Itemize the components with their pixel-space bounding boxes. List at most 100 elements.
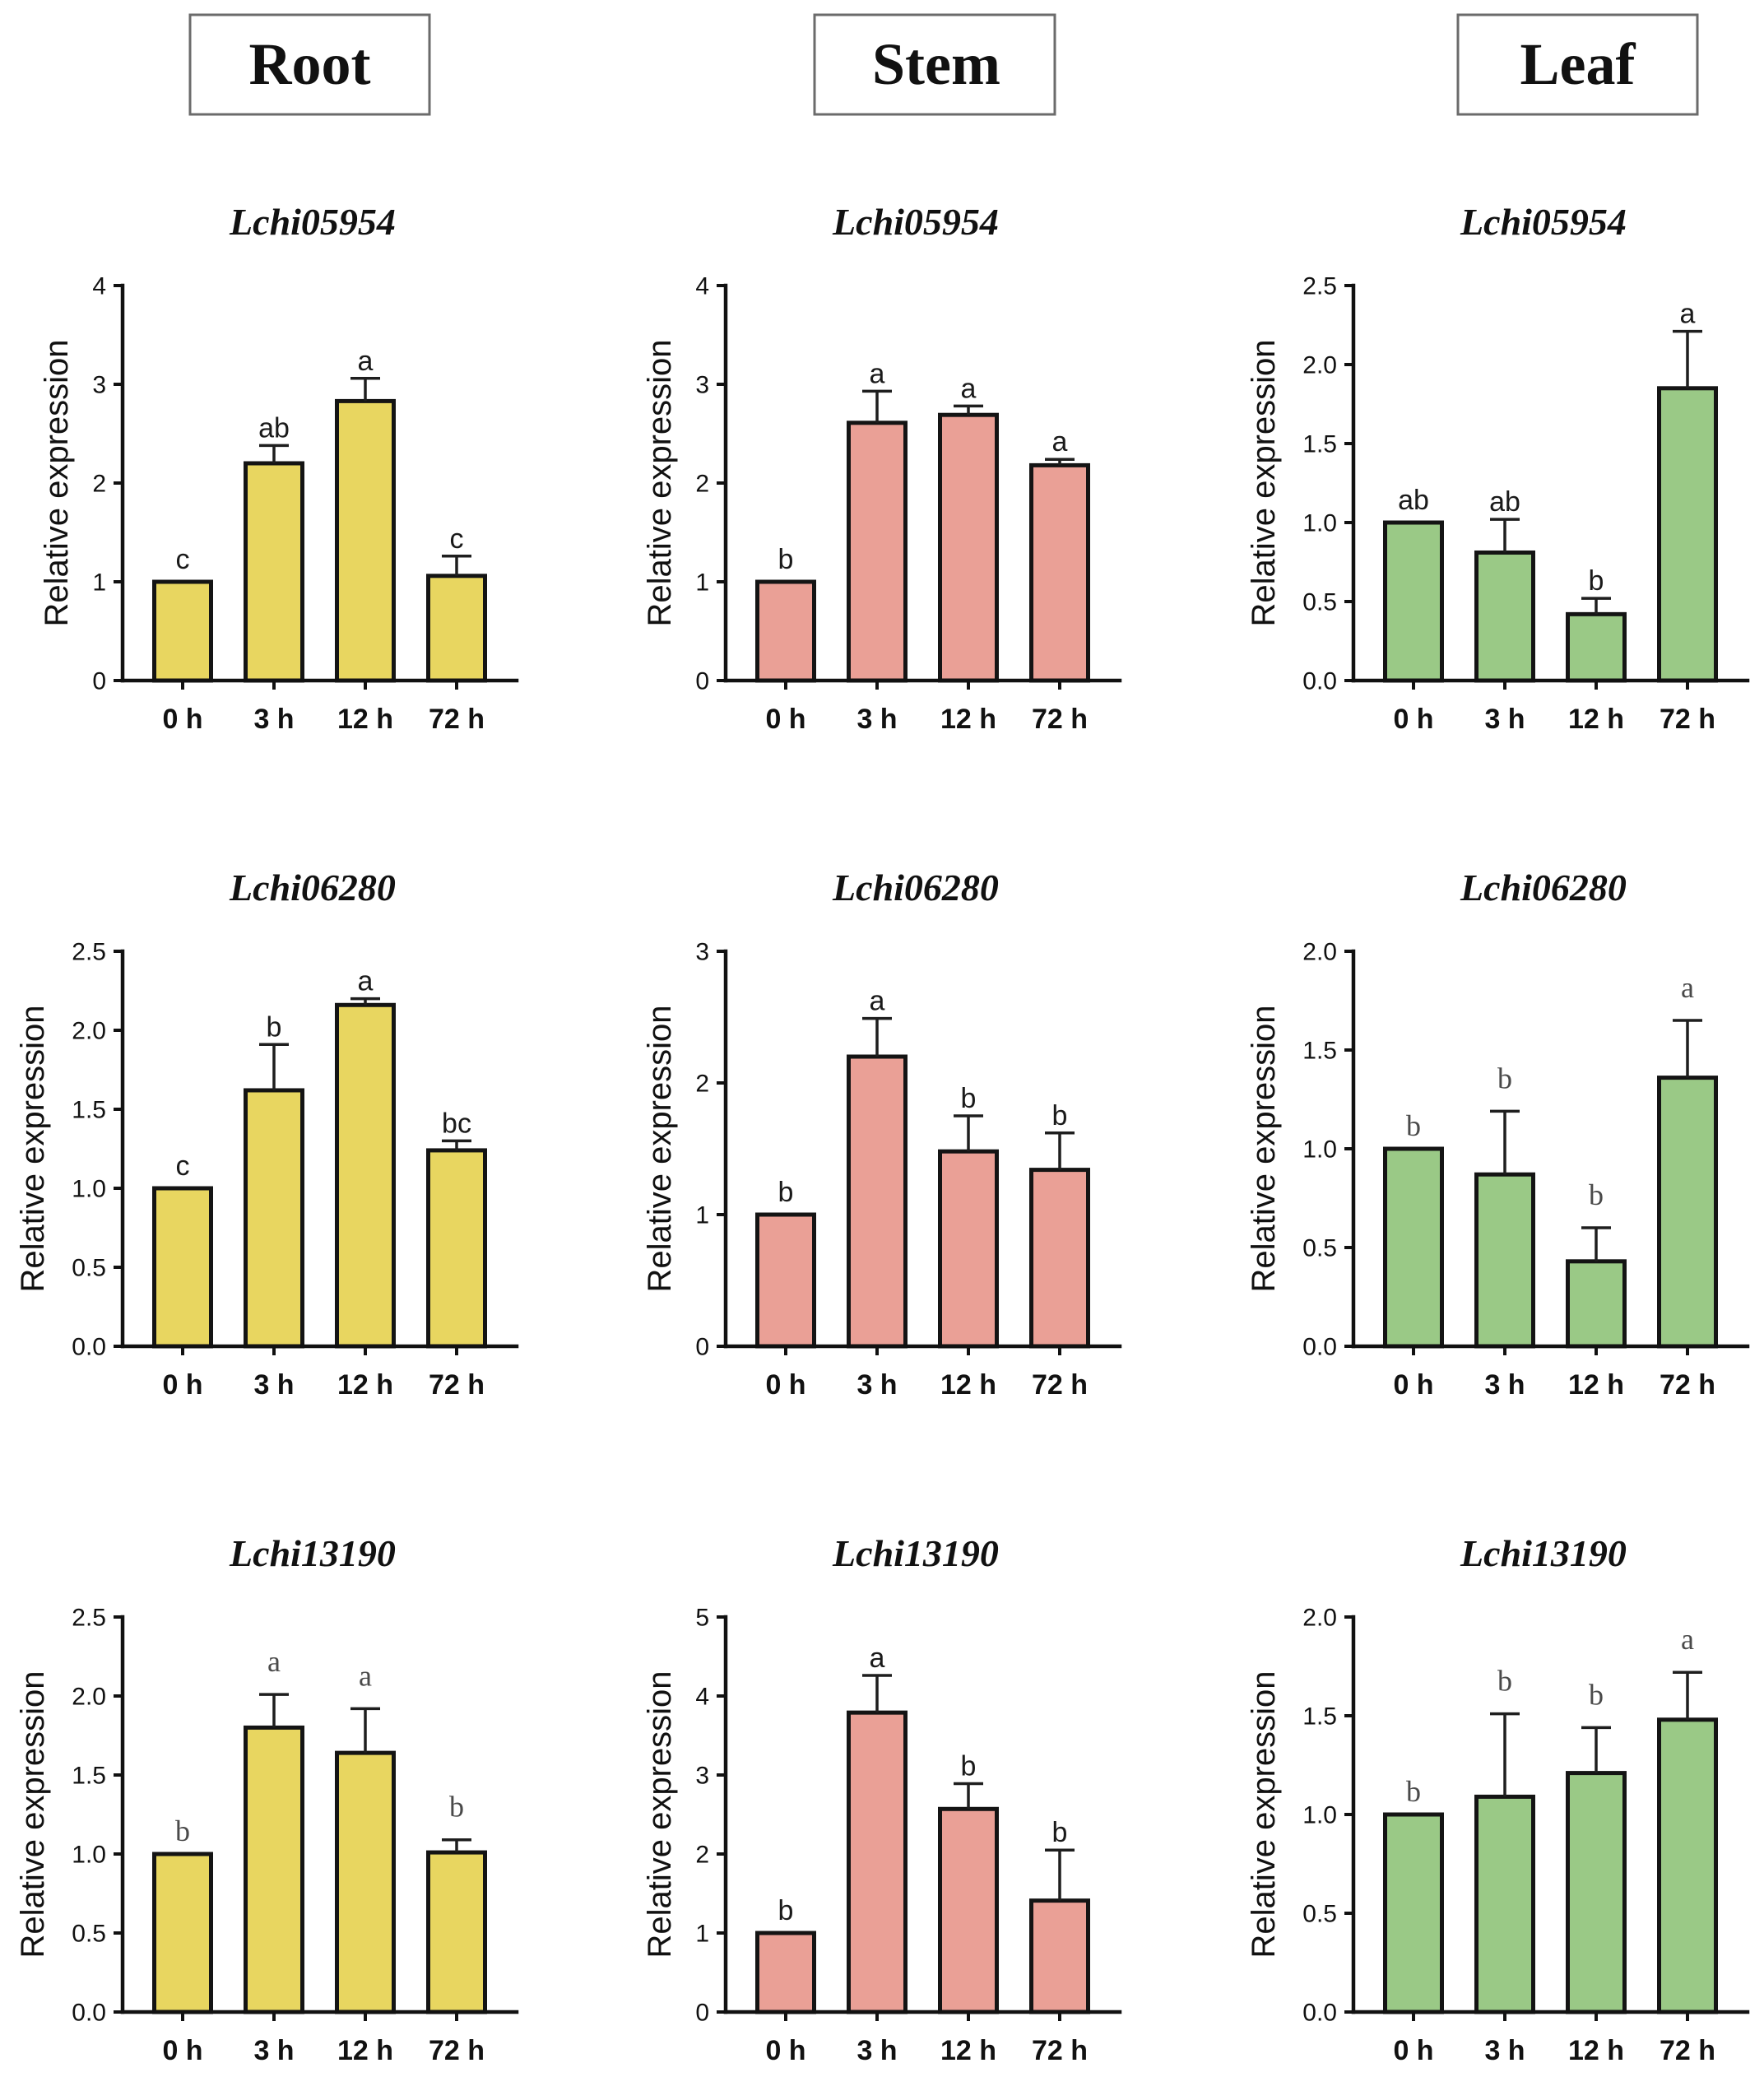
significance-letter-3h: a [267, 1645, 281, 1678]
significance-letter-72h: b [1052, 1100, 1068, 1131]
y-axis-label: Relative expression [642, 339, 678, 626]
significance-letter-0h: b [778, 1177, 794, 1208]
bar-0h [152, 579, 213, 683]
bar-72h [1029, 1168, 1090, 1349]
y-tick-label: 2.0 [1302, 939, 1337, 966]
y-tick-label: 2 [695, 471, 709, 498]
significance-letter-3h: b [1497, 1665, 1512, 1698]
significance-letter-72h: b [449, 1791, 464, 1824]
significance-letter-0h: b [175, 1814, 190, 1847]
y-tick-label: 0 [695, 2000, 709, 2027]
error-bar-3h [259, 1043, 289, 1090]
chart-title: Lchi05954 [832, 201, 999, 243]
bar-0h [755, 1931, 816, 2014]
x-tick-label: 3 h [1484, 1369, 1525, 1401]
x-tick-label: 0 h [765, 704, 805, 735]
bar-72h [426, 1850, 487, 2014]
y-tick-label: 0.0 [72, 2000, 106, 2027]
significance-letter-0h: ab [1398, 485, 1429, 516]
y-tick-label: 4 [695, 1684, 709, 1711]
significance-letter-12h: b [1589, 565, 1604, 597]
bar-12h [1566, 1259, 1627, 1349]
chart-panel-leaf-row-2: Lchi06280 Relative expression 0.0 0.5 1.0 1.5… [1246, 867, 1750, 1401]
chart-panel-stem-row-1: Lchi05954 Relative expression 0 1 2 3 4 b 0 h a 3 … [642, 201, 1122, 735]
x-tick-label: 3 h [856, 2035, 897, 2066]
bar-72h [1029, 1898, 1090, 2014]
error-bar-72h [1673, 1019, 1702, 1078]
x-tick-label: 0 h [1393, 2035, 1433, 2066]
significance-letter-0h: c [176, 1150, 190, 1182]
significance-letter-3h: b [1497, 1062, 1512, 1094]
chart-title: Lchi06280 [832, 867, 999, 908]
y-tick-label: 1 [92, 569, 106, 597]
x-tick-label: 12 h [940, 1369, 996, 1401]
x-tick-label: 12 h [1568, 1369, 1624, 1401]
bar-3h [1474, 550, 1535, 683]
chart-title: Lchi05954 [229, 201, 396, 243]
y-tick-label: 1.5 [72, 1097, 106, 1124]
bar-3h [847, 1054, 908, 1349]
bar-3h [847, 1710, 908, 2014]
chart-title: Lchi13190 [229, 1532, 396, 1574]
y-axis-label: Relative expression [39, 339, 75, 626]
significance-letter-3h: b [267, 1011, 282, 1043]
y-tick-label: 3 [695, 939, 709, 966]
y-axis-label: Relative expression [1246, 1005, 1282, 1292]
error-bar-12h [350, 997, 380, 1006]
error-bar-72h [1045, 458, 1075, 466]
bar-3h [244, 1725, 304, 2014]
y-tick-label: 2.0 [72, 1684, 106, 1711]
x-tick-label: 72 h [1032, 704, 1088, 735]
x-tick-label: 12 h [337, 1369, 393, 1401]
y-tick-label: 1 [695, 1202, 709, 1229]
column-header-stem-box [813, 13, 1056, 116]
y-tick-label: 2 [92, 471, 106, 498]
bar-12h [335, 1750, 396, 2014]
error-bar-72h [1673, 329, 1702, 388]
significance-letter-0h: b [1406, 1109, 1421, 1142]
x-tick-label: 72 h [1660, 1369, 1715, 1401]
bar-3h [244, 1088, 304, 1349]
x-tick-label: 72 h [429, 704, 485, 735]
bar-0h [152, 1852, 213, 2014]
x-tick-label: 72 h [429, 2035, 485, 2066]
chart-title: Lchi06280 [229, 867, 396, 908]
chart-title: Lchi05954 [1460, 201, 1627, 243]
y-tick-label: 0.5 [72, 1255, 106, 1282]
significance-letter-12h: b [1589, 1178, 1604, 1211]
error-bar-12h [954, 1114, 983, 1152]
y-tick-label: 0 [695, 668, 709, 695]
y-tick-label: 1.0 [72, 1176, 106, 1203]
y-tick-label: 2.5 [1302, 273, 1337, 300]
column-header-root: Root [188, 13, 431, 116]
error-bar-12h [1581, 597, 1611, 615]
bar-3h [1474, 1172, 1535, 1349]
y-tick-label: 1 [695, 1921, 709, 1948]
chart-panel-root-row-3: Lchi13190 Relative expression 0.0 0.5 1.0 1.5… [15, 1532, 519, 2066]
bar-72h [1657, 1076, 1718, 1349]
y-axis-label: Relative expression [642, 1670, 678, 1958]
x-tick-label: 12 h [940, 2035, 996, 2066]
error-bar-72h [442, 1139, 471, 1150]
bar-12h [335, 1002, 396, 1349]
error-bar-3h [1490, 1712, 1520, 1797]
bar-12h [1566, 611, 1627, 683]
chart-title: Lchi06280 [1460, 867, 1627, 908]
error-bar-12h [350, 377, 380, 402]
chart-panel-leaf-row-1: Lchi05954 Relative expression 0.0 0.5 1.0 1.5… [1246, 201, 1750, 735]
column-header-leaf-box [1456, 13, 1699, 116]
x-tick-label: 3 h [856, 1369, 897, 1401]
y-tick-label: 0.5 [1302, 1235, 1337, 1262]
bar-0h [755, 1212, 816, 1349]
significance-letter-72h: c [450, 523, 464, 555]
error-bar-3h [862, 1016, 892, 1057]
x-tick-label: 12 h [1568, 704, 1624, 735]
y-tick-label: 2 [695, 1071, 709, 1098]
bar-72h [1657, 1717, 1718, 2014]
significance-letter-0h: b [1406, 1775, 1421, 1808]
significance-letter-72h: a [1052, 426, 1068, 458]
bar-72h [426, 1148, 487, 1349]
y-tick-label: 4 [92, 273, 106, 300]
error-bar-12h [1581, 1226, 1611, 1262]
